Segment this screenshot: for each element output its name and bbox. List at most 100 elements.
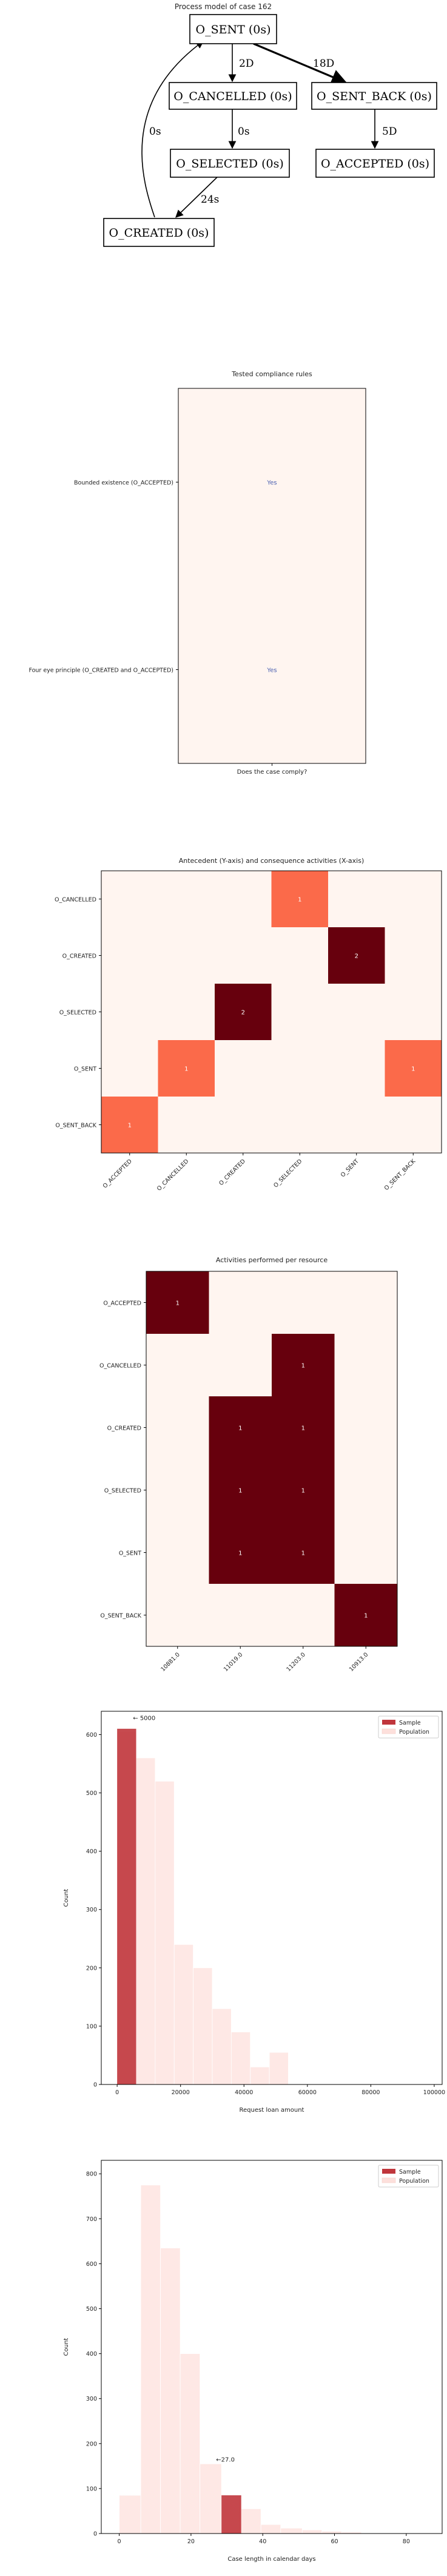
population-bar (241, 2508, 261, 2534)
cell-label: 1 (301, 1550, 305, 1557)
legend-swatch-population (381, 2177, 396, 2183)
x-tick-label: O_ACCEPTED (102, 1158, 133, 1189)
node-label: O_CANCELLED (0s) (173, 90, 292, 103)
heatmap-cell (334, 1459, 398, 1522)
chart-title: Antecedent (Y-axis) and consequence acti… (179, 857, 365, 865)
y-tick-label: O_CANCELLED (99, 1363, 141, 1370)
heatmap-cell (334, 1334, 398, 1397)
y-axis-label: Count (63, 2338, 70, 2356)
plot-frame (101, 1711, 443, 2085)
heatmap-cell (209, 1334, 272, 1397)
chart-title: Activities performed per resource (216, 1256, 328, 1264)
heatmap-cell (101, 984, 158, 1041)
x-tick-label: 11203.0 (285, 1651, 307, 1673)
y-tick-label: 700 (86, 2216, 97, 2223)
node-label: O_SELECTED (0s) (176, 157, 283, 171)
population-bar (173, 1944, 194, 2085)
heatmap-cell (272, 1521, 335, 1584)
heatmap-cell (271, 984, 329, 1041)
population-bar (230, 2032, 251, 2085)
edge-sent-sentback (253, 42, 348, 84)
heatmap-cell (272, 1459, 335, 1522)
heatmap-cell (209, 1271, 272, 1334)
y-tick-label: 600 (86, 2261, 97, 2268)
node-label: O_ACCEPTED (0s) (321, 157, 429, 171)
heatmap-cell (209, 1396, 272, 1459)
heatmap-cell (272, 1396, 335, 1459)
x-tick-label: 20 (187, 2538, 195, 2545)
node-created: O_CREATED (0s) (103, 218, 215, 247)
y-tick-label: 500 (86, 2306, 97, 2313)
legend-label-sample: Sample (399, 2169, 421, 2175)
heatmap-cell (385, 1097, 442, 1154)
antecedent-heatmap: Antecedent (Y-axis) and consequence acti… (55, 857, 442, 1192)
node-label: O_CREATED (0s) (109, 226, 209, 240)
heatmap-cell (215, 1097, 272, 1154)
edge-label-0s-a: 0s (238, 126, 250, 138)
cell-label: 1 (238, 1550, 242, 1557)
cell-label: 1 (301, 1363, 305, 1370)
compliance-chart: Tested compliance rules Bounded existence… (29, 370, 366, 776)
cell-label: 2 (241, 1010, 245, 1016)
heatmap-cell (334, 1396, 398, 1459)
heatmap-cell (328, 1040, 385, 1097)
graph-title: Process model of case 162 (175, 2, 272, 11)
x-axis-label: Does the case comply? (237, 769, 308, 776)
y-tick-label: O_ACCEPTED (103, 1300, 141, 1307)
sample-bar (221, 2495, 241, 2534)
heatmap-cell (158, 871, 215, 928)
process-graph: Process model of case 162 2D 18D 0s 5D 2… (103, 2, 437, 247)
heatmap-cell (328, 871, 385, 928)
population-bar (321, 2530, 342, 2534)
population-bar (155, 1780, 175, 2085)
loan-amount-histogram: 0 20000 40000 60000 80000 100000 0 100 200 300 400… (63, 1711, 445, 2114)
plot-frame (101, 2160, 443, 2534)
heatmap-cell (334, 1271, 398, 1334)
heatmap-cell (158, 927, 215, 984)
cell-value: Yes (266, 668, 277, 674)
heatmap-cell (272, 1334, 335, 1397)
y-tick-label: 100 (86, 2023, 97, 2030)
graph-edges (141, 41, 379, 218)
population-bar (200, 2463, 222, 2534)
heatmap-cell (146, 1271, 209, 1334)
x-tick-label: 11019.0 (223, 1651, 244, 1673)
y-tick-label: 200 (86, 1965, 97, 1972)
legend-label-sample: Sample (399, 1720, 421, 1726)
annotation: ←27.0 (216, 2456, 235, 2463)
x-tick-label: O_SENT (340, 1158, 360, 1178)
x-tick-label: O_SELECTED (272, 1158, 303, 1189)
x-tick-label: 100000 (423, 2089, 445, 2096)
legend-label-population: Population (399, 2178, 429, 2185)
y-tick-label: O_CREATED (62, 953, 96, 960)
heatmap-cell (101, 927, 158, 984)
heatmap-cell (385, 1040, 442, 1097)
plot-area (178, 388, 366, 764)
population-bar (260, 2524, 281, 2534)
y-tick-label: 800 (86, 2171, 97, 2178)
heatmap-cell (385, 871, 442, 928)
heatmap-cell (209, 1459, 272, 1522)
heatmap-cell (215, 984, 272, 1041)
x-tick-label: 80000 (361, 2089, 380, 2096)
population-bar (180, 2353, 201, 2534)
chart-title: Tested compliance rules (231, 370, 312, 378)
population-bar (212, 2008, 232, 2085)
population-bar (250, 2066, 270, 2085)
edge-label-0s-b: 0s (149, 126, 161, 138)
population-bar (269, 2052, 289, 2085)
heatmap-cell (101, 1040, 158, 1097)
heatmap-cell (158, 1097, 215, 1154)
population-bar (140, 2185, 161, 2534)
cell-label: 1 (301, 1488, 305, 1495)
edge-label-18d: 18D (313, 58, 334, 70)
edge-selected-created (175, 177, 218, 218)
y-tick-label: O_SENT (119, 1550, 141, 1557)
heatmap-cell (272, 1584, 335, 1647)
heatmap-cell (146, 1334, 209, 1397)
y-tick-label: O_SELECTED (59, 1010, 96, 1016)
y-tick-label: 0 (93, 2531, 97, 2538)
legend-swatch-sample (382, 1720, 395, 1725)
x-axis-label: Case length in calendar days (227, 2556, 315, 2563)
